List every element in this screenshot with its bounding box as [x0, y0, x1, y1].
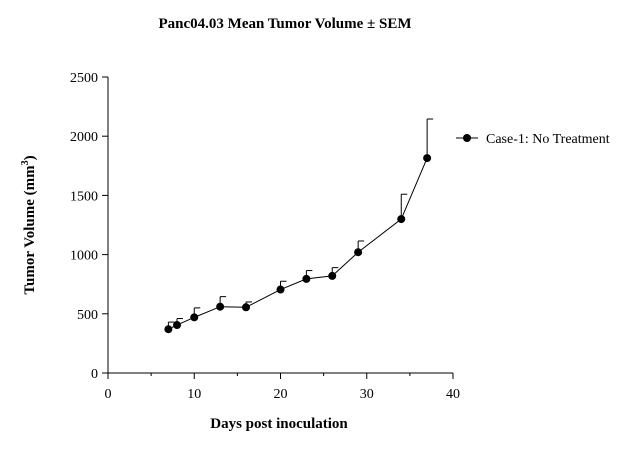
y-tick-label: 2500 — [70, 71, 98, 86]
data-point — [242, 303, 250, 312]
series-line — [168, 157, 428, 330]
x-ticks: 0 10 20 30 40 — [105, 373, 460, 402]
y-tick-label: 1500 — [70, 189, 98, 204]
x-tick-label: 40 — [446, 387, 460, 402]
x-tick-label: 30 — [360, 387, 374, 402]
data-point — [397, 215, 406, 224]
legend-label: Case-1: No Treatment — [486, 132, 610, 147]
y-tick-label: 500 — [77, 308, 98, 323]
data-point — [190, 313, 199, 322]
data-point — [216, 302, 225, 311]
data-point — [173, 321, 181, 330]
y-axis-label-superscript: 3 — [20, 160, 31, 165]
data-point — [328, 271, 337, 280]
data-point — [276, 285, 285, 294]
y-axis-label-close: ) — [22, 155, 38, 160]
legend: Case-1: No Treatment — [456, 132, 610, 147]
x-tick-label: 10 — [187, 387, 201, 402]
y-ticks: 0 500 1000 1500 2000 2500 — [70, 71, 108, 382]
chart-title: Panc04.03 Mean Tumor Volume ± SEM — [159, 16, 412, 32]
data-point — [423, 154, 432, 163]
axes — [107, 77, 453, 374]
y-axis-label: Tumor Volume (mm3) — [20, 155, 38, 294]
legend-marker — [463, 134, 471, 142]
data-point — [302, 274, 311, 283]
x-axis-label: Days post inoculation — [210, 416, 348, 432]
series-layer — [164, 118, 434, 334]
y-tick-label: 0 — [91, 367, 98, 382]
y-axis-label-main: Tumor Volume (mm — [22, 165, 38, 295]
x-tick-label: 20 — [274, 387, 288, 402]
x-tick-label: 0 — [105, 387, 112, 402]
data-point — [164, 325, 173, 334]
data-point — [354, 248, 363, 257]
y-tick-label: 2000 — [70, 130, 98, 145]
y-tick-label: 1000 — [70, 249, 98, 264]
